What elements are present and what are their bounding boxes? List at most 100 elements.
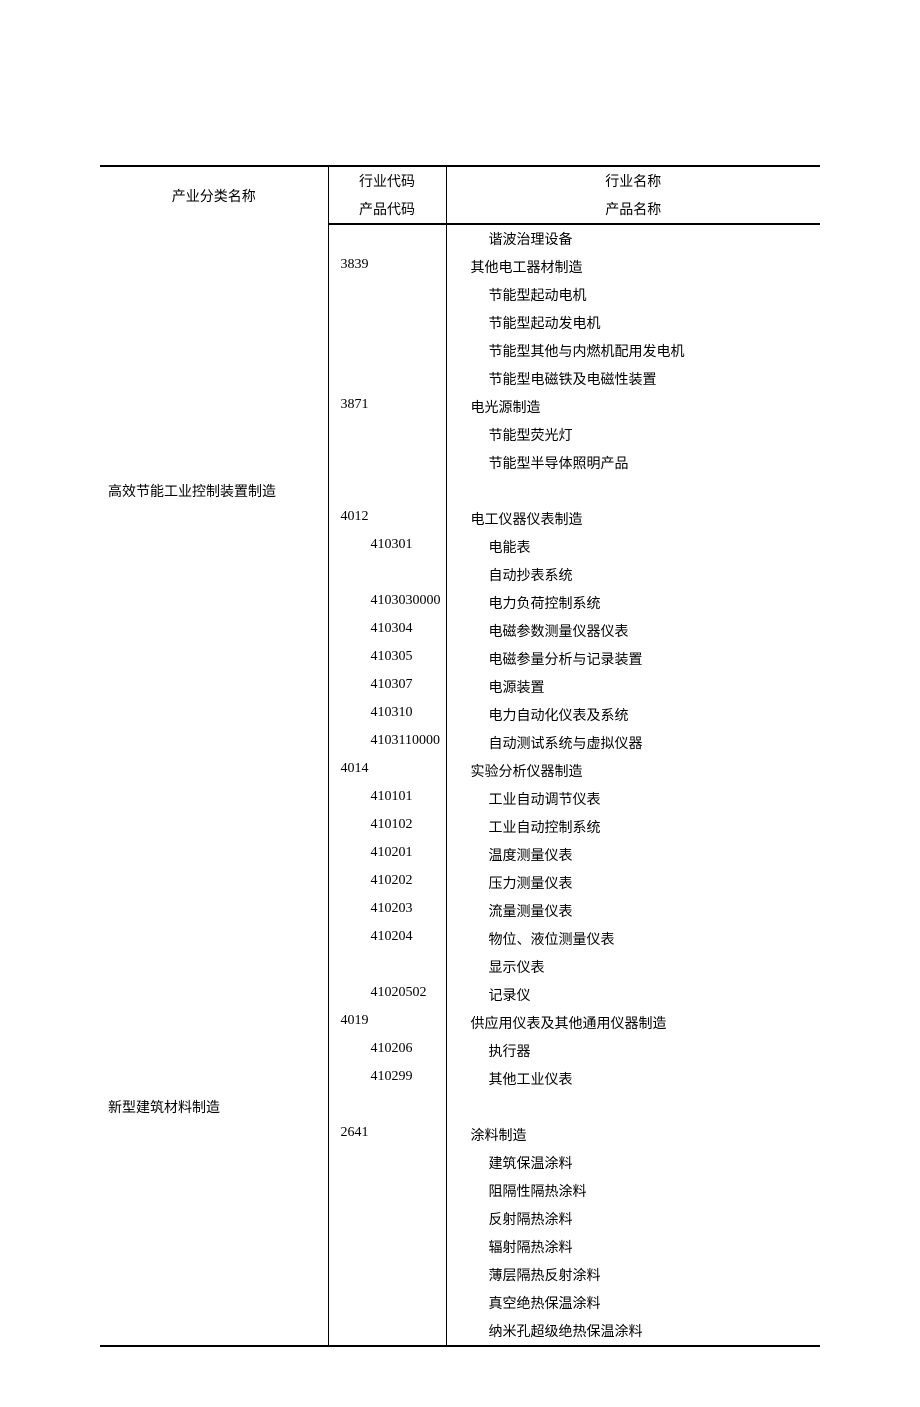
- table-row: 410102工业自动控制系统: [100, 813, 820, 841]
- table-row: 4103110000自动测试系统与虚拟仪器: [100, 729, 820, 757]
- name-cell: 电磁参量分析与记录装置: [446, 645, 820, 673]
- category-cell: [100, 1205, 328, 1233]
- category-cell: [100, 673, 328, 701]
- table-row: 410307电源装置: [100, 673, 820, 701]
- table-row: 辐射隔热涂料: [100, 1233, 820, 1261]
- code-cell: [328, 1093, 446, 1121]
- code-cell: [328, 281, 446, 309]
- header-category: 产业分类名称: [100, 166, 328, 224]
- table-row: 自动抄表系统: [100, 561, 820, 589]
- name-cell: 电磁参数测量仪器仪表: [446, 617, 820, 645]
- code-cell: 410203: [328, 897, 446, 925]
- category-cell: [100, 645, 328, 673]
- category-cell: [100, 533, 328, 561]
- table-row: 节能型半导体照明产品: [100, 449, 820, 477]
- code-cell: [328, 1177, 446, 1205]
- code-cell: 3839: [328, 253, 446, 281]
- category-cell: [100, 365, 328, 393]
- name-cell: 电力负荷控制系统: [446, 589, 820, 617]
- table-row: 410204物位、液位测量仪表: [100, 925, 820, 953]
- category-cell: [100, 925, 328, 953]
- category-cell: [100, 393, 328, 421]
- category-cell: [100, 1317, 328, 1346]
- name-cell: 薄层隔热反射涂料: [446, 1261, 820, 1289]
- name-cell: 工业自动调节仪表: [446, 785, 820, 813]
- table-row: 反射隔热涂料: [100, 1205, 820, 1233]
- code-cell: [328, 561, 446, 589]
- code-cell: 410201: [328, 841, 446, 869]
- header-product-code: 产品代码: [328, 195, 446, 224]
- code-cell: [328, 1205, 446, 1233]
- name-cell: 其他工业仪表: [446, 1065, 820, 1093]
- name-cell: 反射隔热涂料: [446, 1205, 820, 1233]
- table-row: 建筑保温涂料: [100, 1149, 820, 1177]
- code-cell: 4019: [328, 1009, 446, 1037]
- name-cell: 执行器: [446, 1037, 820, 1065]
- table-row: 显示仪表: [100, 953, 820, 981]
- table-row: 4014实验分析仪器制造: [100, 757, 820, 785]
- category-cell: [100, 449, 328, 477]
- category-cell: [100, 561, 328, 589]
- category-cell: [100, 729, 328, 757]
- category-cell: [100, 589, 328, 617]
- name-cell: 电工仪器仪表制造: [446, 505, 820, 533]
- table-row: 节能型起动发电机: [100, 309, 820, 337]
- code-cell: [328, 953, 446, 981]
- category-cell: [100, 309, 328, 337]
- table-row: 410310电力自动化仪表及系统: [100, 701, 820, 729]
- table-row: 节能型其他与内燃机配用发电机: [100, 337, 820, 365]
- table-row: 3839其他电工器材制造: [100, 253, 820, 281]
- category-cell: [100, 785, 328, 813]
- name-cell: 电力自动化仪表及系统: [446, 701, 820, 729]
- category-cell: [100, 981, 328, 1009]
- table-row: 410304电磁参数测量仪器仪表: [100, 617, 820, 645]
- table-row: 纳米孔超级绝热保温涂料: [100, 1317, 820, 1346]
- code-cell: 410299: [328, 1065, 446, 1093]
- category-cell: [100, 505, 328, 533]
- code-cell: 410301: [328, 533, 446, 561]
- code-cell: [328, 421, 446, 449]
- category-cell: [100, 253, 328, 281]
- category-cell: [100, 841, 328, 869]
- table-row: 4103030000电力负荷控制系统: [100, 589, 820, 617]
- code-cell: [328, 1261, 446, 1289]
- category-cell: 高效节能工业控制装置制造: [100, 477, 328, 505]
- table-row: 410299其他工业仪表: [100, 1065, 820, 1093]
- name-cell: 阻隔性隔热涂料: [446, 1177, 820, 1205]
- category-cell: [100, 1037, 328, 1065]
- name-cell: [446, 477, 820, 505]
- code-cell: [328, 1149, 446, 1177]
- name-cell: 实验分析仪器制造: [446, 757, 820, 785]
- code-cell: 410305: [328, 645, 446, 673]
- name-cell: 电源装置: [446, 673, 820, 701]
- code-cell: [328, 309, 446, 337]
- table-row: 410206执行器: [100, 1037, 820, 1065]
- code-cell: 4012: [328, 505, 446, 533]
- header-industry-name: 行业名称: [446, 166, 820, 195]
- name-cell: 物位、液位测量仪表: [446, 925, 820, 953]
- name-cell: 节能型荧光灯: [446, 421, 820, 449]
- category-cell: [100, 421, 328, 449]
- code-cell: [328, 1233, 446, 1261]
- code-cell: 3871: [328, 393, 446, 421]
- code-cell: 410202: [328, 869, 446, 897]
- name-cell: 自动抄表系统: [446, 561, 820, 589]
- table-row: 节能型电磁铁及电磁性装置: [100, 365, 820, 393]
- category-cell: 新型建筑材料制造: [100, 1093, 328, 1121]
- name-cell: [446, 1093, 820, 1121]
- category-cell: [100, 224, 328, 253]
- table-row: 高效节能工业控制装置制造: [100, 477, 820, 505]
- table-row: 新型建筑材料制造: [100, 1093, 820, 1121]
- table-row: 410201温度测量仪表: [100, 841, 820, 869]
- code-cell: 4014: [328, 757, 446, 785]
- name-cell: 真空绝热保温涂料: [446, 1289, 820, 1317]
- category-cell: [100, 1149, 328, 1177]
- table-row: 4019供应用仪表及其他通用仪器制造: [100, 1009, 820, 1037]
- name-cell: 辐射隔热涂料: [446, 1233, 820, 1261]
- table-row: 410301电能表: [100, 533, 820, 561]
- name-cell: 涂料制造: [446, 1121, 820, 1149]
- name-cell: 谐波治理设备: [446, 224, 820, 253]
- name-cell: 纳米孔超级绝热保温涂料: [446, 1317, 820, 1346]
- name-cell: 节能型其他与内燃机配用发电机: [446, 337, 820, 365]
- category-cell: [100, 337, 328, 365]
